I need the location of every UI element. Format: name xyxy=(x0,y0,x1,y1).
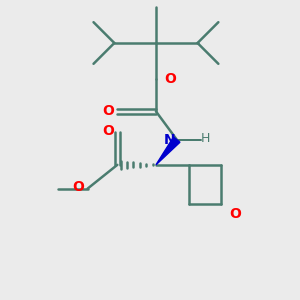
Text: H: H xyxy=(200,132,210,145)
Text: N: N xyxy=(164,133,175,147)
Text: O: O xyxy=(103,124,114,138)
Text: O: O xyxy=(73,180,85,194)
Text: O: O xyxy=(102,104,114,118)
Polygon shape xyxy=(156,137,180,165)
Text: O: O xyxy=(164,72,176,86)
Text: O: O xyxy=(229,207,241,221)
